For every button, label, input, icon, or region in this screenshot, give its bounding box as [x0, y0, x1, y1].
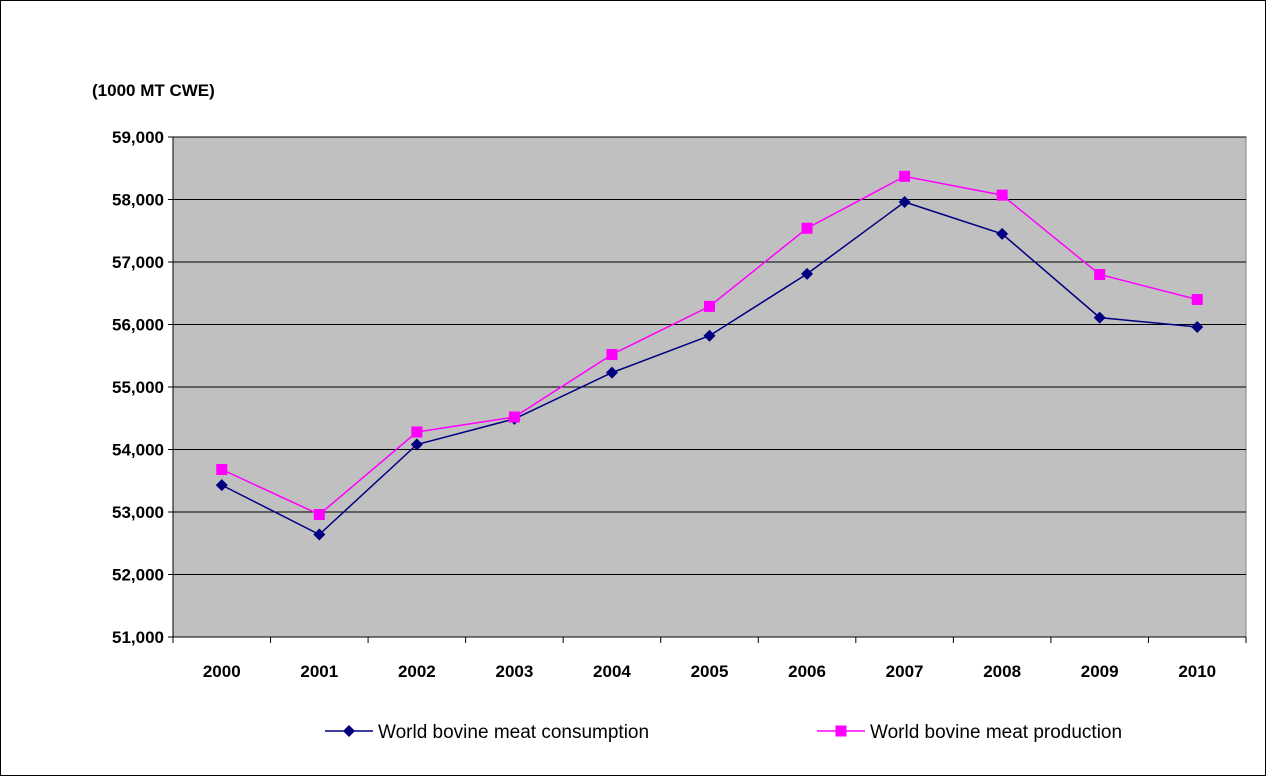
data-point	[605, 366, 618, 379]
data-point	[508, 411, 520, 423]
series-production	[216, 170, 1203, 520]
x-axis-ticks: 2000 2001 2002 2003 2004 2005 2006 2007 2008 2009…	[172, 637, 1247, 681]
plot-area	[172, 136, 1247, 638]
x-tick-label: 2003	[495, 662, 533, 681]
data-point	[216, 464, 228, 475]
x-tick-label: 2009	[1081, 662, 1119, 681]
y-tick-label: 56,000	[112, 316, 164, 335]
data-point	[704, 300, 715, 312]
data-point	[410, 438, 423, 451]
legend-label: World bovine meat consumption	[378, 722, 649, 743]
data-point	[1093, 311, 1106, 324]
data-point	[996, 227, 1009, 240]
legend: World bovine meat consumption World bovin…	[325, 722, 1122, 743]
data-point	[801, 222, 813, 234]
x-tick-label: 2001	[300, 662, 338, 681]
x-tick-label: 2005	[691, 662, 729, 681]
y-tick-label: 58,000	[112, 191, 164, 210]
data-point	[898, 196, 911, 208]
data-point	[801, 267, 814, 280]
data-point	[996, 189, 1008, 201]
y-tick-label: 55,000	[112, 378, 164, 397]
series-consumption	[215, 196, 1204, 541]
y-tick-label: 53,000	[112, 503, 164, 522]
x-tick-label: 2002	[398, 662, 436, 681]
x-tick-label: 2004	[593, 662, 631, 681]
y-tick-label: 51,000	[112, 628, 164, 647]
y-axis-ticks: 51,000 52,000 53,000 54,000 55,000 56,000 57,0…	[112, 128, 173, 647]
legend-item: World bovine meat consumption	[325, 722, 649, 743]
data-point	[215, 479, 228, 492]
y-tick-label: 52,000	[112, 566, 164, 585]
y-tick-label: 57,000	[112, 253, 164, 272]
data-point	[313, 528, 326, 541]
legend-label: World bovine meat production	[870, 722, 1122, 743]
legend-swatch-marker	[343, 725, 355, 737]
data-point	[1094, 269, 1106, 280]
y-tick-label: 59,000	[112, 128, 164, 147]
series-layer	[215, 170, 1204, 541]
data-point	[1191, 294, 1203, 305]
x-tick-label: 2006	[788, 662, 826, 681]
data-point	[313, 509, 325, 520]
x-tick-label: 2008	[983, 662, 1021, 681]
data-point	[606, 349, 618, 360]
data-point	[411, 426, 423, 438]
legend-swatch-marker	[835, 725, 847, 737]
x-tick-label: 2000	[203, 662, 241, 681]
data-point	[1191, 321, 1204, 333]
x-tick-label: 2007	[886, 662, 924, 681]
y-unit-label: (1000 MT CWE)	[92, 81, 215, 100]
y-tick-label: 54,000	[112, 441, 164, 460]
x-tick-label: 2010	[1178, 662, 1216, 681]
legend-item: World bovine meat production	[817, 722, 1122, 743]
data-point	[703, 329, 716, 342]
data-point	[899, 170, 911, 182]
